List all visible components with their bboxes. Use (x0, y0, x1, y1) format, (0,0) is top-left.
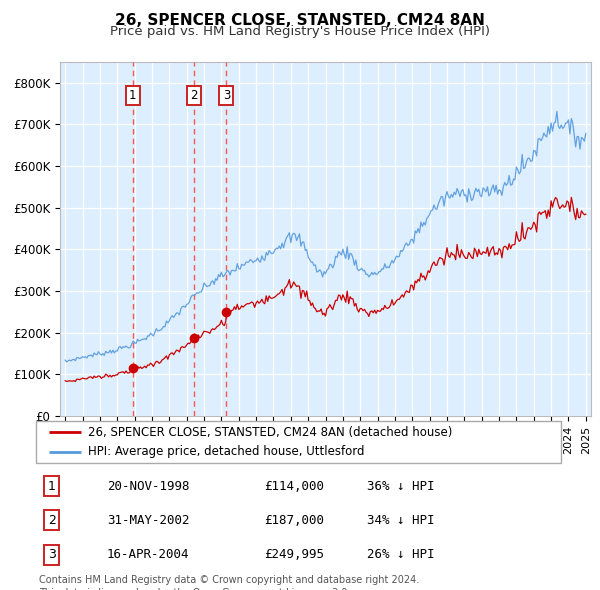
Text: £114,000: £114,000 (265, 480, 325, 493)
Text: 1: 1 (48, 480, 56, 493)
Text: HPI: Average price, detached house, Uttlesford: HPI: Average price, detached house, Uttl… (89, 445, 365, 458)
Text: Contains HM Land Registry data © Crown copyright and database right 2024.: Contains HM Land Registry data © Crown c… (39, 575, 419, 585)
Text: 3: 3 (223, 89, 230, 102)
Text: 2: 2 (190, 89, 198, 102)
Text: 2: 2 (48, 514, 56, 527)
Text: £249,995: £249,995 (265, 548, 325, 561)
Text: £187,000: £187,000 (265, 514, 325, 527)
Text: This data is licensed under the Open Government Licence v3.0.: This data is licensed under the Open Gov… (39, 588, 350, 590)
Text: 20-NOV-1998: 20-NOV-1998 (107, 480, 190, 493)
Text: 16-APR-2004: 16-APR-2004 (107, 548, 190, 561)
Text: 26% ↓ HPI: 26% ↓ HPI (367, 548, 434, 561)
Text: 26, SPENCER CLOSE, STANSTED, CM24 8AN: 26, SPENCER CLOSE, STANSTED, CM24 8AN (115, 13, 485, 28)
FancyBboxPatch shape (36, 421, 561, 463)
Bar (133, 62, 226, 416)
Text: 31-MAY-2002: 31-MAY-2002 (107, 514, 190, 527)
Text: 3: 3 (48, 548, 56, 561)
Text: 34% ↓ HPI: 34% ↓ HPI (367, 514, 434, 527)
Text: Price paid vs. HM Land Registry's House Price Index (HPI): Price paid vs. HM Land Registry's House … (110, 25, 490, 38)
Text: 1: 1 (129, 89, 136, 102)
Text: 26, SPENCER CLOSE, STANSTED, CM24 8AN (detached house): 26, SPENCER CLOSE, STANSTED, CM24 8AN (d… (89, 425, 453, 438)
Text: 36% ↓ HPI: 36% ↓ HPI (367, 480, 434, 493)
